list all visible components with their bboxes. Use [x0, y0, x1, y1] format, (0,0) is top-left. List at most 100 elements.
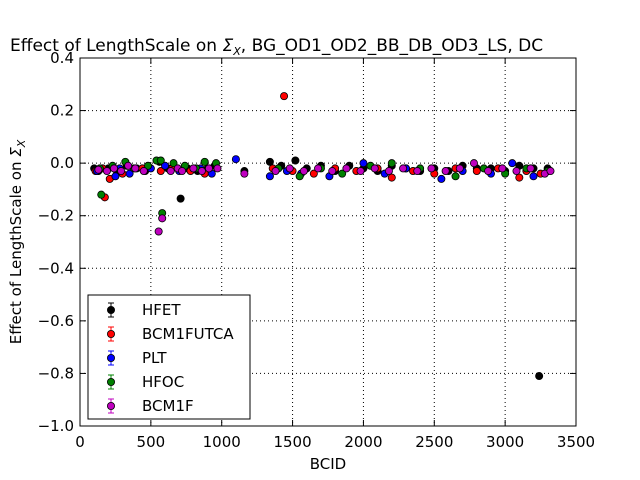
data-point [240, 169, 249, 178]
data-point [359, 159, 368, 168]
y-tick-label: −0.6 [38, 312, 74, 330]
data-point [451, 172, 460, 181]
x-tick-label: 1000 [203, 433, 241, 451]
data-point [117, 167, 126, 176]
data-point [526, 164, 535, 173]
legend-label: PLT [142, 349, 167, 367]
data-point [399, 164, 408, 173]
x-tick-label: 2000 [344, 433, 382, 451]
data-point [144, 161, 153, 170]
data-point [427, 164, 436, 173]
data-point [285, 164, 294, 173]
y-tick-label: −0.2 [38, 207, 74, 225]
legend-marker [107, 305, 116, 314]
legend-marker [107, 401, 116, 410]
legend-marker [107, 377, 116, 386]
data-point [469, 159, 478, 168]
data-point [161, 161, 170, 170]
data-point [512, 167, 521, 176]
data-point [384, 167, 393, 176]
data-point [387, 173, 396, 182]
data-point [97, 190, 106, 199]
data-point [295, 172, 304, 181]
data-point [176, 194, 185, 203]
data-point [197, 167, 206, 176]
legend-marker [107, 353, 116, 362]
series-bcm1f [94, 159, 555, 236]
data-points [90, 92, 555, 381]
data-point [125, 169, 134, 178]
data-point [156, 167, 165, 176]
y-tick-label: −1.0 [38, 417, 74, 435]
data-point [455, 164, 464, 173]
legend-marker [107, 329, 116, 338]
y-axis-ticks: −1.0 −0.8 −0.6 −0.4 −0.2 0.0 0.2 0.4 [38, 49, 576, 435]
x-tick-label: 3500 [557, 433, 595, 451]
data-point [124, 161, 133, 170]
data-point [265, 157, 274, 166]
data-point [535, 372, 544, 381]
data-point [189, 164, 198, 173]
legend-label: BCM1FUTCA [142, 325, 234, 343]
data-point [139, 167, 148, 176]
x-tick-label: 2500 [415, 433, 453, 451]
data-point [291, 156, 300, 165]
y-tick-label: 0.0 [50, 154, 74, 172]
data-point [309, 169, 318, 178]
data-point [110, 164, 119, 173]
data-point [338, 169, 347, 178]
data-point [413, 167, 422, 176]
data-point [169, 159, 178, 168]
x-tick-label: 500 [137, 433, 166, 451]
data-point [314, 164, 323, 173]
x-tick-label: 0 [75, 433, 85, 451]
data-point [441, 167, 450, 176]
data-point [356, 167, 365, 176]
data-point [280, 92, 289, 101]
chart-title: Effect of LengthScale on ΣX, BG_OD1_OD2_… [10, 36, 543, 58]
data-point [102, 167, 111, 176]
data-point [515, 173, 524, 182]
x-axis-label: BCID [310, 455, 346, 473]
data-point [484, 167, 493, 176]
data-point [213, 164, 222, 173]
data-point [370, 164, 379, 173]
x-tick-label: 1500 [273, 433, 311, 451]
data-point [498, 164, 507, 173]
data-point [546, 167, 555, 176]
y-tick-label: −0.8 [38, 364, 74, 382]
x-axis-ticks: 0 500 1000 1500 2000 2500 3000 3500 [75, 58, 595, 451]
gridlines [80, 58, 576, 426]
data-point [131, 164, 140, 173]
y-tick-label: 0.4 [50, 49, 74, 67]
data-point [200, 157, 209, 166]
data-point [166, 167, 175, 176]
legend: HFET BCM1FUTCA PLT HFOC BCM1F [87, 294, 251, 420]
y-axis-label: Effect of LengthScale on ΣX [7, 139, 28, 344]
data-point [271, 167, 280, 176]
data-point [437, 174, 446, 183]
data-point [529, 172, 538, 181]
data-point [265, 172, 274, 181]
legend-label: HFET [142, 301, 181, 319]
y-tick-label: −0.4 [38, 259, 74, 277]
data-point [154, 227, 163, 236]
data-point [94, 165, 103, 174]
data-point [231, 155, 240, 164]
y-tick-label: 0.2 [50, 102, 74, 120]
legend-label: BCM1F [142, 397, 194, 415]
x-tick-label: 3000 [486, 433, 524, 451]
data-point [387, 159, 396, 168]
legend-label: HFOC [142, 373, 184, 391]
data-point [156, 156, 165, 165]
data-point [204, 164, 213, 173]
data-point [508, 159, 517, 168]
data-point [178, 167, 187, 176]
data-point [299, 167, 308, 176]
data-point [328, 167, 337, 176]
data-point [158, 214, 167, 223]
data-point [111, 172, 120, 181]
data-point [342, 164, 351, 173]
data-point [472, 167, 481, 176]
